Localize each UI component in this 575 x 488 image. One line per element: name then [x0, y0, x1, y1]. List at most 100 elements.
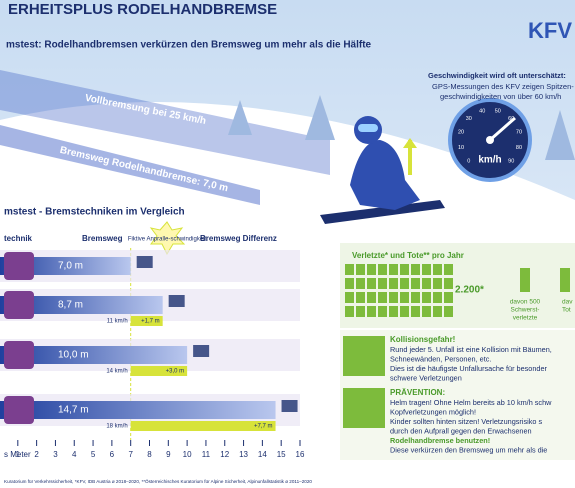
bar [0, 401, 276, 419]
person-icon [520, 268, 530, 292]
prevention-heading: PRÄVENTION: [390, 388, 445, 397]
x-tick-label: 6 [110, 450, 115, 459]
sled-icon [193, 345, 210, 357]
grid-cell [378, 264, 387, 275]
x-axis-label: s Meter [4, 450, 31, 459]
prevention-text: Helm tragen! Ohne Helm bereits ab 10 km/… [390, 398, 552, 407]
gauge-tick: 50 [495, 108, 501, 114]
grid-cell [411, 292, 420, 303]
grid-cell [389, 306, 398, 317]
grid-cell [411, 278, 420, 289]
grid-cell [433, 306, 442, 317]
gauge-tick: 30 [466, 116, 472, 122]
title: ERHEITSPLUS RODELHANDBREMSE [8, 1, 277, 18]
x-tick-label: 10 [183, 450, 192, 459]
speed-text: GPS-Messungen des KFV zeigen Spitzen- [432, 82, 574, 91]
grid-cell [356, 278, 365, 289]
gauge-tick: 20 [458, 130, 464, 136]
footer: Kuratorium für Verkehrssicherheit, *KFV,… [4, 478, 312, 484]
x-tick-label: 7 [128, 450, 133, 459]
grid-cell [356, 306, 365, 317]
difference-bar [130, 366, 188, 376]
grid-cell [356, 292, 365, 303]
injury-total: 2.200* [455, 285, 484, 296]
grid-cell [422, 264, 431, 275]
sled-icon [281, 400, 298, 412]
grid-cell [378, 278, 387, 289]
injury-grid [345, 264, 453, 317]
icon [4, 252, 34, 280]
grid-cell [400, 292, 409, 303]
prevention-icon [343, 388, 385, 428]
gauge-tick: 80 [516, 145, 522, 151]
x-tick-label: 13 [239, 450, 248, 459]
column-header: Bremsweg [82, 234, 123, 243]
speed-heading: Geschwindigkeit wird oft unterschätzt: [428, 71, 566, 80]
gauge [448, 98, 532, 182]
difference-label: +7,7 m [254, 424, 273, 430]
prevention-text: Kinder sollten hinten sitzen! Verletzung… [390, 417, 542, 426]
sled-rider [320, 116, 445, 224]
grid-cell [378, 306, 387, 317]
prevention-text: Kopfverletzungen möglich! [390, 407, 476, 416]
grid-cell [367, 306, 376, 317]
gauge-unit: km/h [478, 155, 501, 166]
trees [228, 95, 575, 160]
chart-title: mstest - Bremstechniken im Vergleich [4, 207, 185, 218]
track-full [0, 70, 330, 175]
grid-cell [400, 264, 409, 275]
column-header: Bremsweg Differenz [200, 234, 277, 243]
bar [0, 346, 188, 364]
x-tick-label: 5 [91, 450, 96, 459]
grid-cell [345, 278, 354, 289]
star [149, 221, 186, 256]
dead: Tot [562, 307, 571, 314]
x-tick-label: 11 [202, 450, 211, 459]
grid-cell [345, 292, 354, 303]
collision-heading: Kollisionsgefahr! [390, 335, 455, 344]
grid-cell [444, 292, 453, 303]
grid-cell [433, 292, 442, 303]
impact-label: 18 km/h [106, 424, 127, 430]
severe: davon 500 [510, 299, 541, 306]
prevention-text: durch den Aufprall gegen den Erwachsenen [390, 426, 532, 435]
grid-cell [367, 292, 376, 303]
dead: dav [562, 299, 573, 306]
collision-text: schwere Verletzungen [390, 373, 462, 382]
collision-text: Rund jeder 5. Unfall ist eine Kollision … [390, 345, 552, 354]
table-header [0, 232, 300, 246]
x-tick-label: 8 [147, 450, 152, 459]
track-hand [0, 125, 260, 205]
collision-icon [343, 336, 385, 376]
grid-cell [433, 278, 442, 289]
collision-text: Dies ist die häufigste Unfallursache für… [390, 364, 548, 373]
grid-cell [378, 292, 387, 303]
x-tick-label: 14 [258, 450, 267, 459]
gauge-tick: 70 [516, 130, 522, 136]
grid-cell [422, 292, 431, 303]
value-label: 7,0 m [58, 261, 83, 272]
bar [0, 296, 163, 314]
gauge-tick: 90 [508, 159, 514, 165]
value-label: 14,7 m [58, 405, 89, 416]
value-label: 8,7 m [58, 300, 83, 311]
gauge-tick: 60 [508, 116, 514, 122]
sled-icon [168, 295, 185, 307]
collision-text: Schneewänden, Personen, etc. [390, 354, 491, 363]
grid-cell [444, 306, 453, 317]
x-tick-label: 2 [34, 450, 39, 459]
difference-bar [130, 316, 163, 326]
severe: verletzte [513, 315, 538, 322]
sled-icon [136, 256, 153, 268]
gauge-tick: 10 [458, 145, 464, 151]
grid-cell [356, 264, 365, 275]
grid-cell [345, 306, 354, 317]
impact-label: 14 km/h [106, 369, 127, 375]
difference-label: +1,7 m [141, 319, 160, 325]
prevention-text: Rodelhandbremse benutzen! [390, 436, 490, 445]
severe: Schwerst- [511, 307, 540, 314]
speed-text: geschwindigkeiten von über 60 km/h [440, 92, 561, 101]
injury-heading: Verletzte* und Tote** pro Jahr [352, 251, 464, 260]
grid-cell [400, 306, 409, 317]
grid-cell [422, 306, 431, 317]
